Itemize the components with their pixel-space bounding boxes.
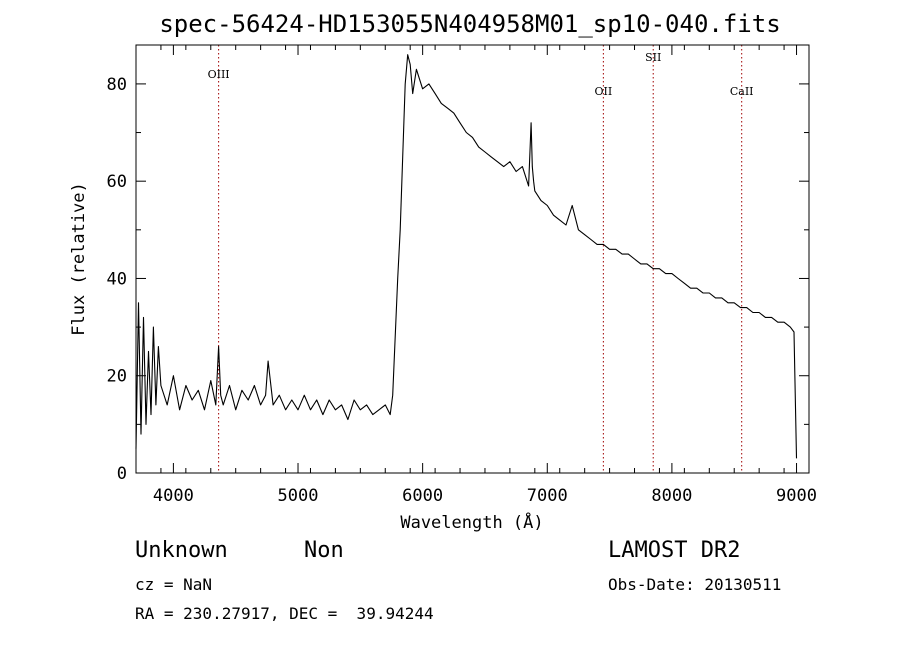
x-tick-label: 7000 — [527, 486, 568, 506]
line-marker-label: OII — [595, 85, 613, 98]
x-tick-label: 5000 — [278, 486, 319, 506]
x-tick-label: 4000 — [153, 486, 194, 506]
chart-title: spec-56424-HD153055N404958M01_sp10-040.f… — [159, 10, 780, 38]
y-tick-label: 20 — [107, 367, 127, 387]
obs-date: Obs-Date: 20130511 — [608, 575, 782, 594]
plot-frame — [135, 44, 810, 474]
x-tick-label: 8000 — [651, 486, 692, 506]
y-tick-label: 80 — [107, 75, 127, 95]
survey-name: LAMOST DR2 — [608, 538, 741, 563]
redshift-cz: cz = NaN — [135, 575, 213, 594]
line-marker-label: SII — [645, 51, 661, 64]
x-tick-label: 6000 — [402, 486, 443, 506]
ra-dec: RA = 230.27917, DEC = 39.94244 — [135, 604, 434, 623]
y-axis: 0 20 40 60 80 — [107, 75, 809, 484]
object-type: Unknown — [135, 538, 228, 563]
x-axis-label: Wavelength (Å) — [400, 511, 543, 533]
y-tick-label: 0 — [117, 464, 127, 484]
spectrum-series-line — [135, 54, 798, 459]
y-axis-label: Flux (relative) — [69, 182, 89, 336]
y-tick-label: 40 — [107, 269, 127, 289]
line-marker-label: CaII — [730, 85, 754, 98]
line-marker-label: OIII — [208, 68, 230, 81]
plot-area: OIII OII SII CaII — [135, 45, 798, 473]
x-tick-label: 9000 — [776, 486, 817, 506]
object-subtype: Non — [304, 538, 344, 563]
x-axis: 4000 5000 6000 7000 8000 9000 — [135, 45, 817, 506]
y-tick-label: 60 — [107, 172, 127, 192]
